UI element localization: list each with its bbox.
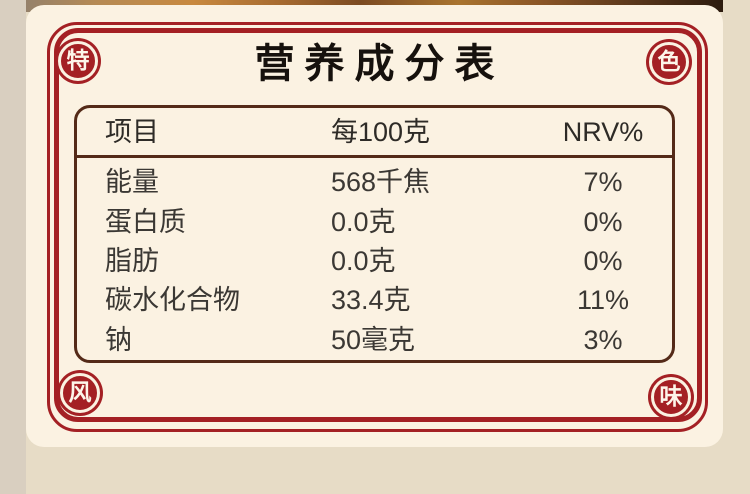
row-nrv-value: 3% — [583, 325, 623, 355]
table-row-sodium: 钠 50毫克 3% — [77, 325, 672, 355]
table-row-carbohydrate: 碳水化合物 33.4克 11% — [77, 285, 672, 315]
decorative-frame-outer — [47, 22, 708, 432]
header-item: 项目 — [105, 117, 159, 147]
row-nrv-value: 11% — [576, 285, 630, 315]
table-row-fat: 脂肪 0.0克 0% — [77, 246, 672, 276]
seal-stamp-wei: 味 — [648, 374, 694, 420]
row-amount-value: 568千焦 — [331, 167, 431, 197]
seal-character: 风 — [60, 373, 100, 413]
row-nrv-value: 0% — [583, 207, 623, 237]
table-row-protein: 蛋白质 0.0克 0% — [77, 207, 672, 237]
row-item-label: 蛋白质 — [105, 207, 186, 237]
row-item-label: 碳水化合物 — [105, 285, 240, 315]
row-nrv-value: 7% — [583, 167, 623, 197]
decorative-frame-inner — [54, 28, 702, 422]
row-item-label: 钠 — [105, 325, 132, 355]
page-title: 营养成分表 — [254, 40, 505, 87]
seal-character: 特 — [58, 41, 98, 81]
header-separator-line — [77, 155, 672, 158]
row-item-label: 能量 — [105, 167, 159, 197]
row-amount-value: 0.0克 — [331, 246, 396, 276]
seal-stamp-te: 特 — [55, 38, 101, 84]
header-per-100g: 每100克 — [331, 117, 431, 147]
table-header-row: 项目 每100克 NRV% — [77, 117, 672, 147]
seal-character: 味 — [651, 377, 691, 417]
row-item-label: 脂肪 — [105, 246, 159, 276]
table-row-energy: 能量 568千焦 7% — [77, 167, 672, 197]
seal-stamp-se: 色 — [646, 39, 692, 85]
row-amount-value: 0.0克 — [331, 207, 396, 237]
row-amount-value: 50毫克 — [331, 325, 416, 355]
page-left-margin — [0, 0, 26, 494]
seal-stamp-feng: 风 — [57, 370, 103, 416]
row-amount-value: 33.4克 — [331, 285, 411, 315]
nutrition-table: 项目 每100克 NRV% 能量 568千焦 7% 蛋白质 0.0克 0% 脂肪… — [74, 105, 675, 363]
row-nrv-value: 0% — [583, 246, 623, 276]
seal-character: 色 — [649, 42, 689, 82]
header-nrv-percent: NRV% — [562, 117, 644, 147]
